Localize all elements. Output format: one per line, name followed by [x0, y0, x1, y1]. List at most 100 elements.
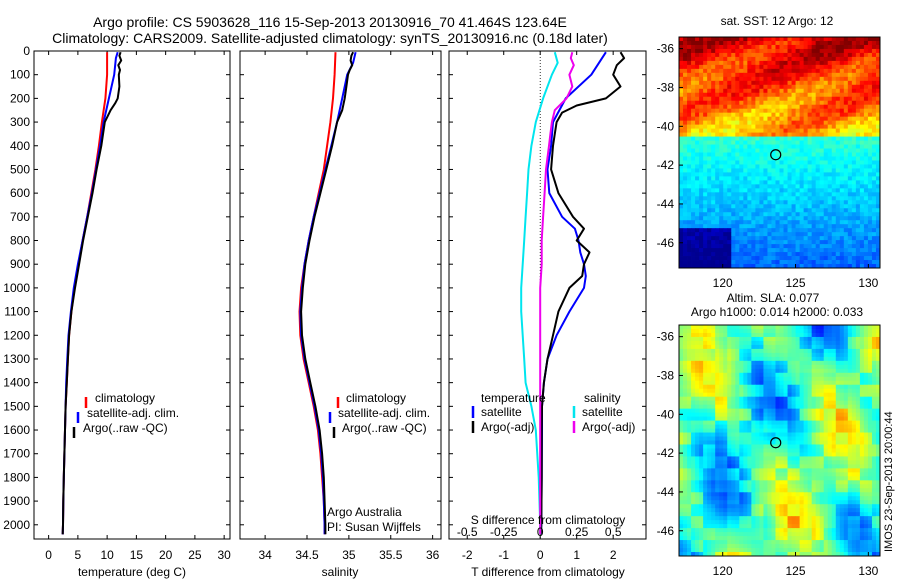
map-cell: [783, 96, 788, 102]
map-cell: [687, 204, 692, 209]
map-cell: [815, 340, 821, 346]
map-cell: [747, 148, 752, 153]
map-cell: [707, 464, 712, 469]
map-cell: [827, 196, 833, 201]
map-cell: [803, 420, 809, 425]
map-cell: [851, 140, 857, 145]
map-cell: [743, 392, 748, 398]
map-cell: [695, 148, 700, 153]
map-cell: [843, 236, 849, 241]
map-cell: [791, 456, 796, 461]
map-cell: [751, 216, 756, 221]
map-cell: [679, 456, 684, 461]
map-cell: [751, 192, 756, 197]
map-cell: [799, 448, 805, 453]
map-cell: [783, 408, 788, 414]
map-cell: [763, 172, 768, 177]
map-cell: [863, 444, 869, 449]
map-cell: [791, 460, 796, 465]
map-cell: [839, 188, 845, 193]
map-cell: [735, 208, 740, 213]
map-cell: [719, 464, 724, 469]
map-cell: [859, 376, 865, 382]
map-cell: [859, 104, 865, 110]
map-cell: [755, 152, 760, 157]
map-cell: [771, 37, 776, 42]
map-cell: [799, 460, 805, 465]
map-cell: [803, 60, 809, 66]
map-cell: [751, 376, 756, 382]
map-cell: [727, 436, 732, 441]
map-cell: [755, 64, 760, 70]
map-cell: [779, 232, 784, 237]
map-cell: [847, 144, 853, 149]
map-cell: [723, 332, 728, 338]
map-cell: [755, 184, 760, 189]
map-cell: [735, 336, 740, 342]
map-cell: [799, 48, 805, 54]
map-cell: [683, 368, 688, 374]
map-cell: [711, 448, 716, 453]
map-cell: [867, 256, 873, 261]
map-cell: [711, 236, 716, 241]
map-cell: [707, 264, 712, 269]
map-cell: [779, 192, 784, 197]
map-cell: [747, 80, 752, 86]
map-cell: [735, 108, 740, 114]
map-cell: [839, 37, 845, 42]
map-cell: [811, 404, 817, 410]
map-cell: [779, 416, 784, 421]
map-cell: [871, 60, 877, 66]
map-cell: [727, 428, 732, 433]
map-cell: [719, 108, 724, 114]
map-cell: [703, 108, 708, 114]
map-cell: [827, 124, 833, 129]
map-cell: [815, 460, 821, 465]
map-cell: [743, 408, 748, 414]
map-cell: [867, 80, 873, 86]
map-cell: [791, 104, 796, 110]
map-cell: [851, 464, 857, 469]
map-cell: [787, 216, 792, 221]
map-cell: [835, 440, 841, 445]
map-cell: [835, 240, 841, 245]
map-cell: [867, 148, 873, 153]
map-cell: [843, 156, 849, 161]
map-cell: [683, 156, 688, 161]
map-cell: [795, 164, 800, 169]
map-cell: [859, 72, 865, 78]
map-cell: [779, 60, 784, 66]
map-cell: [719, 196, 724, 201]
map-cell: [787, 168, 792, 173]
map-cell: [711, 424, 716, 429]
map-cell: [707, 208, 712, 213]
map-cell: [719, 336, 724, 342]
map-cell: [763, 40, 768, 46]
map-cell: [767, 224, 772, 229]
map-cell: [695, 88, 700, 94]
map-cell: [723, 104, 728, 110]
map-cell: [803, 228, 809, 233]
map-cell: [855, 260, 861, 265]
map-cell: [783, 372, 788, 378]
map-cell: [751, 364, 756, 370]
map-cell: [871, 224, 877, 229]
map-cell: [743, 160, 748, 165]
map-cell: [827, 352, 833, 358]
map-cell: [703, 40, 708, 46]
map-cell: [859, 396, 865, 402]
map-cell: [719, 176, 724, 181]
map-cell: [731, 140, 736, 145]
map-cell: [731, 348, 736, 354]
map-cell: [691, 440, 696, 445]
map-cell: [831, 64, 837, 70]
map-cell: [815, 160, 821, 165]
map-cell: [811, 72, 817, 78]
map-cell: [855, 40, 861, 46]
map-cell: [723, 428, 728, 433]
map-cell: [743, 76, 748, 82]
map-cell: [807, 260, 813, 265]
map-cell: [747, 116, 752, 122]
map-cell: [791, 392, 796, 398]
map-cell: [783, 112, 788, 118]
